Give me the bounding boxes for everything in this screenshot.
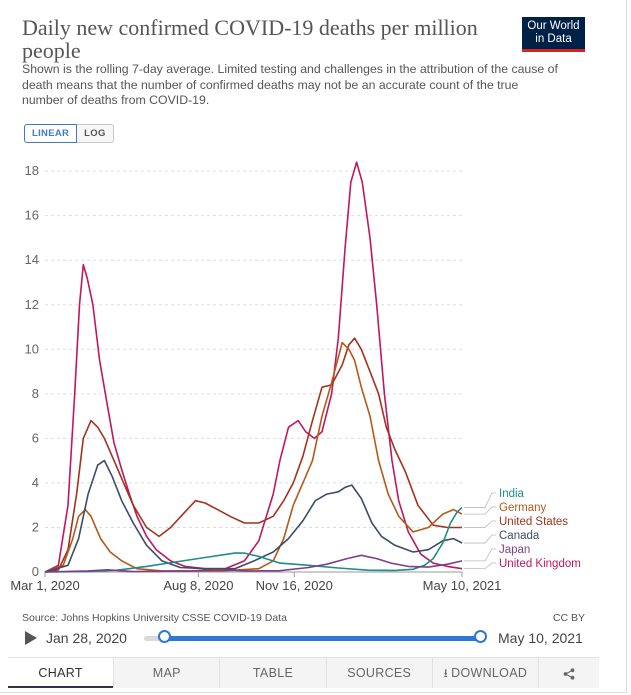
scale-toggle: LINEAR LOG: [24, 124, 114, 143]
y-tick-label-8: 8: [32, 386, 39, 401]
series-line-united-states: [44, 337, 462, 573]
series-lines: [44, 161, 463, 573]
timeline-start-handle[interactable]: [158, 630, 171, 643]
legend-label-japan: Japan: [499, 544, 530, 556]
tab-table[interactable]: TABLE: [219, 658, 326, 688]
series-line-germany: [44, 341, 463, 573]
legend-label-united-states: United States: [499, 516, 568, 528]
legend-label-india: India: [499, 488, 525, 500]
legend-label-canada: Canada: [499, 530, 540, 542]
legend-label-united-kingdom: United Kingdom: [499, 558, 581, 570]
legend-connector-germany: [464, 506, 496, 515]
bottom-tabs: CHART MAP TABLE SOURCES ⭳ DOWNLOAD: [8, 657, 600, 688]
y-tick-label-6: 6: [32, 430, 39, 445]
grid-lines: [45, 170, 462, 573]
timeline-start-label[interactable]: Jan 28, 2020: [46, 630, 127, 646]
log-scale-button[interactable]: LOG: [77, 124, 114, 143]
legend-connector-canada: [464, 534, 496, 544]
y-tick-label-0: 0: [32, 564, 39, 579]
logo-accent-bar: [522, 49, 585, 52]
chart-title: Daily new confirmed COVID-19 deaths per …: [22, 15, 478, 63]
source-note[interactable]: Source: Johns Hopkins University CSSE CO…: [22, 612, 287, 624]
tab-chart[interactable]: CHART: [8, 658, 114, 688]
owid-logo[interactable]: Our World in Data: [522, 17, 585, 52]
series-line-japan: [44, 554, 463, 573]
x-tick-label-1: Aug 8, 2020: [163, 578, 233, 593]
tab-sources[interactable]: SOURCES: [325, 658, 432, 688]
linear-scale-button[interactable]: LINEAR: [24, 124, 78, 143]
x-axis-ticks: Mar 1, 2020 Aug 8, 2020 Nov 16, 2020 May 10…: [10, 572, 501, 593]
x-tick-label-0: Mar 1, 2020: [10, 578, 79, 593]
legend: India Germany United States Canada Japan Unit…: [464, 488, 581, 570]
series-line-united-kingdom: [44, 161, 463, 573]
download-icon: ⭳: [443, 666, 449, 680]
timeline: Jan 28, 2020 May 10, 2021: [22, 627, 592, 649]
x-tick-label-3: May 10, 2021: [423, 578, 502, 593]
y-tick-label-10: 10: [25, 341, 39, 356]
logo-line-2: in Data: [535, 33, 572, 45]
y-axis-ticks: 0 2 4 6 8 10 12 14 16 18: [25, 163, 39, 579]
line-chart: 0 2 4 6 8 10 12 14 16 18 Mar 1, 2020 Aug 8, 2020 No…: [10, 161, 581, 593]
y-tick-label-2: 2: [32, 519, 39, 534]
timeline-range-fill: [166, 636, 482, 641]
y-tick-label-16: 16: [25, 208, 39, 223]
x-tick-label-2: Nov 16, 2020: [256, 578, 333, 593]
timeline-end-handle[interactable]: [474, 630, 487, 643]
logo-line-1: Our World: [527, 20, 580, 32]
legend-connector-india: [464, 492, 496, 508]
tab-download[interactable]: ⭳ DOWNLOAD: [431, 658, 539, 688]
legend-connector-united-kingdom: [464, 562, 496, 570]
chart-subtitle: Shown is the rolling 7-day average. Limi…: [22, 62, 558, 107]
legend-label-germany: Germany: [499, 502, 547, 514]
y-tick-label-4: 4: [32, 475, 39, 490]
y-tick-label-18: 18: [25, 163, 39, 178]
license-label[interactable]: CC BY: [552, 612, 585, 624]
legend-connector-united-states: [464, 520, 496, 528]
timeline-end-label[interactable]: May 10, 2021: [498, 630, 583, 646]
series-line-india: [44, 506, 463, 573]
y-tick-label-14: 14: [25, 252, 39, 267]
share-icon: [563, 668, 575, 680]
tab-download-label: DOWNLOAD: [451, 666, 528, 680]
legend-connector-japan: [464, 548, 496, 562]
y-tick-label-12: 12: [25, 297, 39, 312]
share-button[interactable]: [538, 658, 600, 688]
play-icon[interactable]: [25, 631, 37, 645]
series-line-canada: [44, 459, 463, 573]
tab-map[interactable]: MAP: [113, 658, 220, 688]
